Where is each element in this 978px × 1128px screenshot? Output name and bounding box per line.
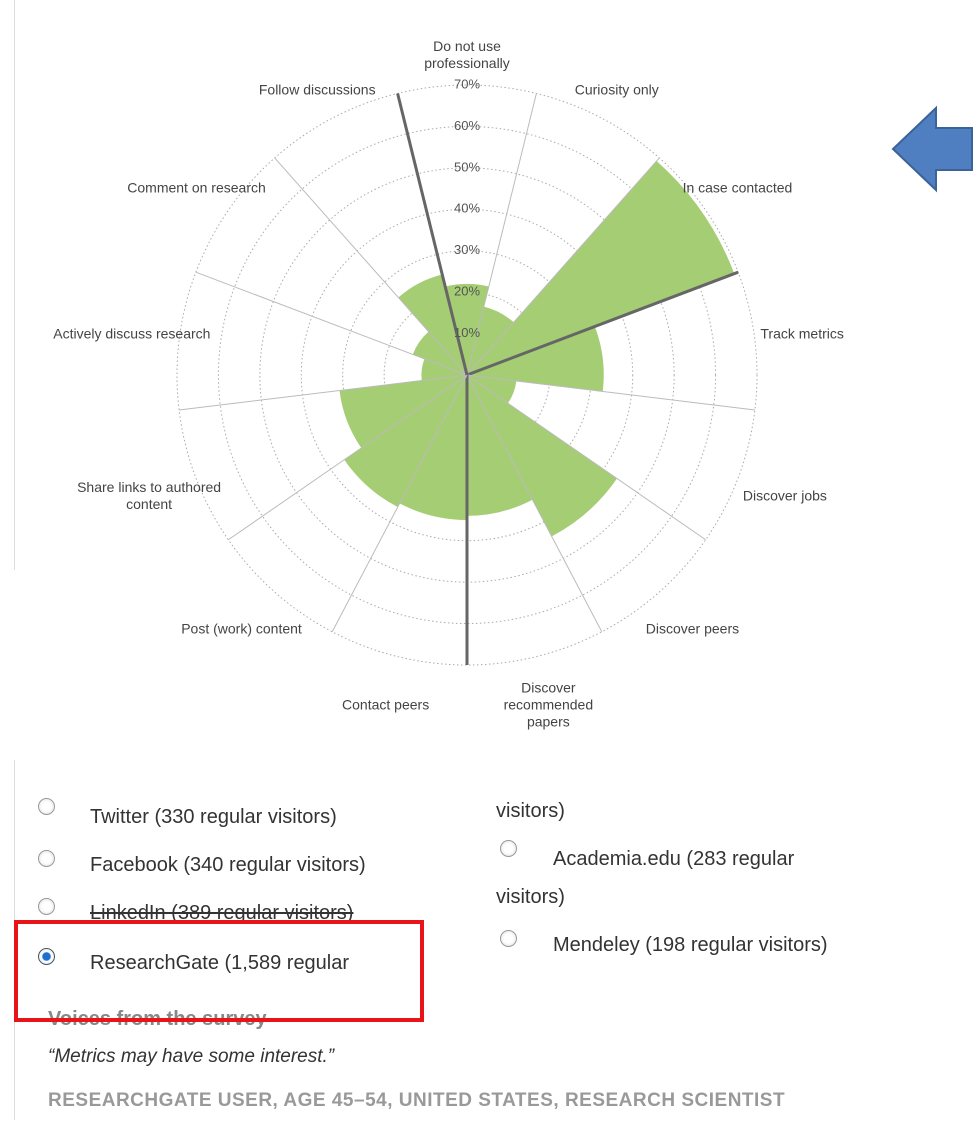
sector (467, 161, 735, 375)
sector (398, 274, 467, 375)
category-label: Contact peers (342, 696, 430, 713)
voices-attribution: RESEARCHGATE USER, AGE 45–54, UNITED STA… (48, 1090, 786, 1111)
sector (339, 375, 467, 448)
arrow-annotation (891, 105, 973, 193)
spoke (466, 270, 739, 377)
radio[interactable] (500, 930, 517, 947)
r-tick-label: 50% (454, 159, 480, 174)
category-label: In case contacted (682, 179, 793, 196)
category-label: Comment on research (127, 179, 266, 196)
option-label[interactable]: LinkedIn (389 regular visitors) (90, 902, 354, 924)
option-label[interactable]: Twitter (330 regular visitors) (90, 806, 337, 828)
spoke (466, 374, 603, 633)
category-label: Share links to authored content (77, 478, 222, 512)
sector (467, 375, 517, 404)
r-tick-label: 40% (454, 201, 480, 216)
sector (344, 375, 467, 508)
spoke (466, 374, 755, 411)
r-tick-label: 20% (454, 284, 480, 299)
spoke (195, 271, 468, 376)
radio[interactable] (38, 850, 55, 867)
spoke (466, 93, 537, 376)
category-label: Actively discuss research (53, 325, 211, 342)
grid-circle (217, 125, 717, 625)
sector (421, 358, 467, 381)
sector (467, 375, 618, 537)
option-label: visitors) (496, 886, 565, 908)
option-label[interactable]: Facebook (340 regular visitors) (90, 854, 366, 876)
sector (467, 306, 514, 375)
radio[interactable] (38, 898, 55, 915)
spoke (396, 93, 469, 376)
category-label: Discover jobs (742, 487, 827, 504)
category-label: Follow discussions (258, 81, 376, 98)
sector (467, 375, 533, 516)
category-label: Curiosity only (574, 81, 659, 98)
chart: 10% 20% 30% 40% 50% 60% 70% (176, 76, 973, 666)
category-label: Discover peers (645, 620, 740, 637)
option-label[interactable]: ResearchGate (1,589 regular (90, 952, 350, 974)
voices-quote: “Metrics may have some interest.” (48, 1046, 335, 1067)
category-label: Track metrics (760, 325, 844, 342)
radio[interactable] (38, 948, 55, 965)
sector (412, 331, 467, 375)
option-label[interactable]: Mendeley (198 regular visitors) (553, 934, 828, 956)
axes: 10% 20% 30% 40% 50% 60% 70% (179, 76, 755, 665)
category-label: Discover recommended papers (503, 679, 594, 730)
r-tick-label: 70% (454, 76, 480, 91)
r-tick-label: 30% (454, 242, 480, 257)
r-tick-label: 10% (454, 325, 480, 340)
sectors (339, 161, 735, 537)
option-label[interactable]: Academia.edu (283 regular (553, 848, 795, 870)
highlight-box (14, 920, 424, 1022)
spoke (179, 374, 468, 411)
radio[interactable] (500, 840, 517, 857)
grid-circle (176, 84, 758, 666)
category-label: Do not use professionally (424, 38, 510, 71)
page-border (14, 0, 15, 570)
spoke (331, 374, 468, 633)
spoke (466, 374, 706, 541)
spoke (228, 374, 468, 541)
option-label: visitors) (496, 800, 565, 822)
category-label: Post (work) content (181, 620, 302, 637)
sector (467, 326, 604, 392)
radio[interactable] (38, 798, 55, 815)
sector (399, 375, 467, 520)
spoke (466, 157, 660, 376)
sector (445, 283, 489, 375)
spoke (274, 157, 468, 376)
r-tick-label: 60% (454, 118, 480, 133)
